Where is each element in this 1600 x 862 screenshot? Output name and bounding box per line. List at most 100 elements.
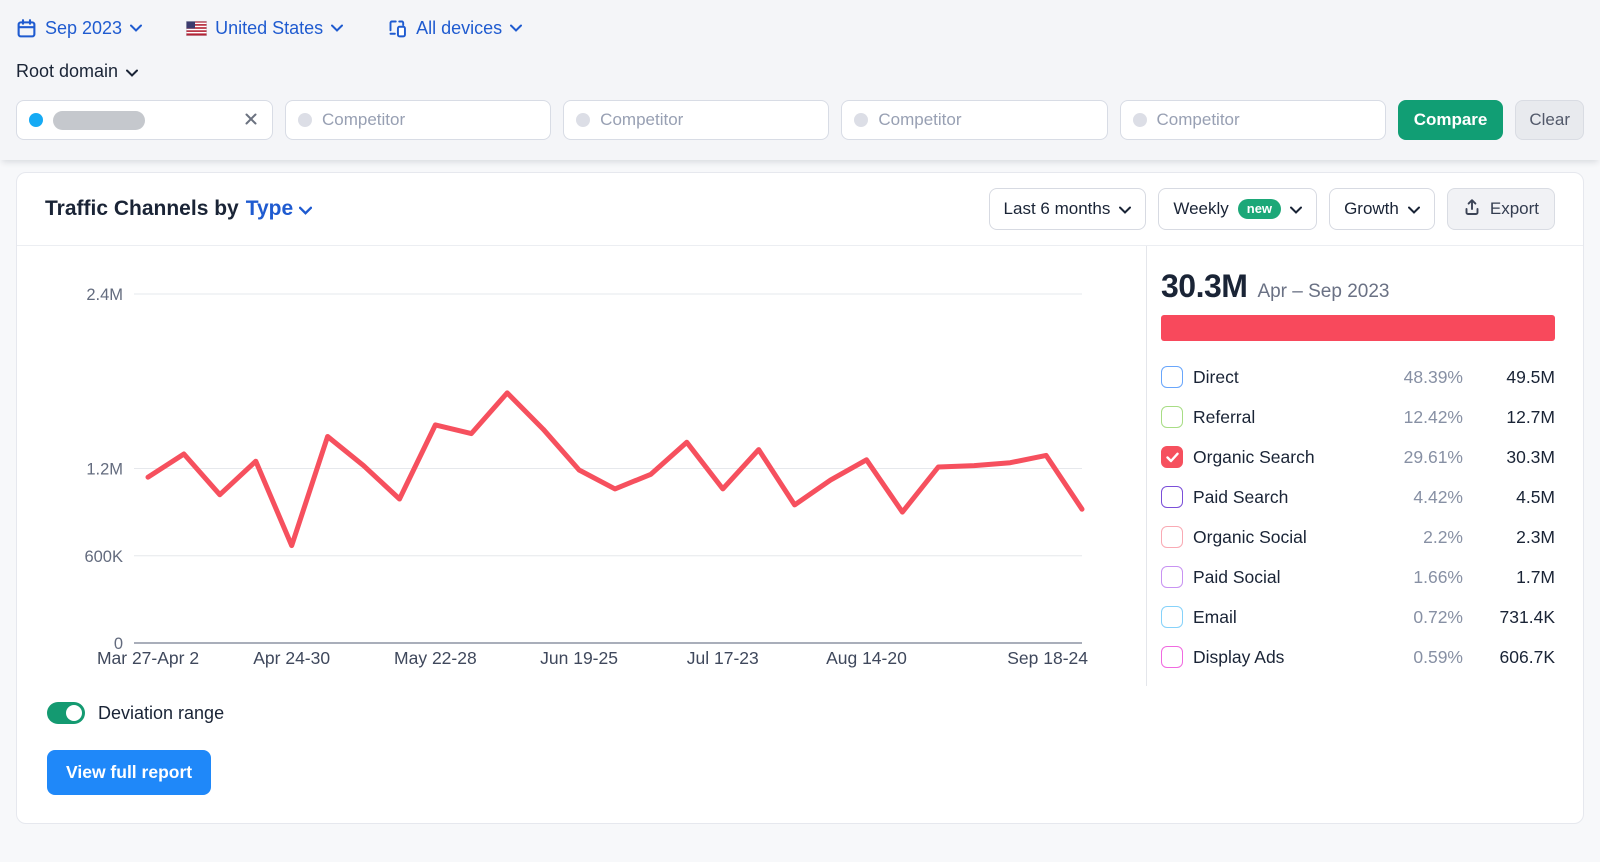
channel-value: 4.5M	[1516, 486, 1555, 507]
channel-percent: 1.66%	[1413, 566, 1463, 587]
legend-row-display-ads[interactable]: Display Ads 0.59% 606.7K	[1161, 637, 1555, 677]
export-label: Export	[1489, 199, 1539, 218]
export-icon	[1463, 198, 1481, 221]
competitor-input-2[interactable]	[600, 110, 817, 130]
y-axis-label: 600K	[84, 548, 123, 566]
channel-checkbox[interactable]	[1161, 366, 1183, 388]
x-axis-label: Aug 14-20	[826, 648, 907, 668]
devices-select[interactable]: All devices	[387, 17, 523, 39]
competitor-color-dot	[854, 113, 869, 127]
legend-row-direct[interactable]: Direct 48.39% 49.5M	[1161, 357, 1555, 397]
main-domain-pill[interactable]	[16, 100, 273, 140]
channel-percent: 48.39%	[1403, 366, 1463, 387]
legend-total-value: 30.3M	[1161, 268, 1248, 304]
devices-label: All devices	[416, 17, 503, 38]
legend-row-paid-social[interactable]: Paid Social 1.66% 1.7M	[1161, 557, 1555, 597]
compare-button[interactable]: Compare	[1397, 100, 1504, 140]
legend-row-referral[interactable]: Referral 12.42% 12.7M	[1161, 397, 1555, 437]
granularity-label: Weekly	[1173, 199, 1229, 218]
remove-domain-button[interactable]	[242, 110, 260, 131]
masked-domain-name	[53, 110, 145, 130]
toggle-knob	[66, 705, 82, 721]
channel-value: 1.7M	[1516, 566, 1555, 587]
channel-percent: 0.72%	[1413, 606, 1463, 627]
y-axis-label: 1.2M	[86, 461, 123, 479]
clear-button[interactable]: Clear	[1515, 100, 1584, 140]
scope-select[interactable]: Root domain	[16, 61, 139, 82]
chevron-down-icon	[1290, 199, 1303, 219]
x-axis-label: Jun 19-25	[540, 648, 618, 668]
competitor-pill-2	[563, 100, 830, 140]
legend-total-bar	[1161, 315, 1555, 341]
channel-list: Direct 48.39% 49.5M Referral 12.42% 12.7…	[1161, 357, 1555, 677]
metric-select[interactable]: Growth	[1329, 188, 1435, 230]
channel-checkbox[interactable]	[1161, 526, 1183, 548]
channel-checkbox[interactable]	[1161, 406, 1183, 428]
traffic-channels-card: Traffic Channels by Type Last 6 months W…	[16, 172, 1584, 824]
channel-label: Organic Search	[1193, 446, 1315, 467]
chevron-down-icon	[1407, 199, 1420, 219]
legend-row-organic-search[interactable]: Organic Search 29.61% 30.3M	[1161, 437, 1555, 477]
channel-checkbox[interactable]	[1161, 446, 1183, 468]
channel-checkbox[interactable]	[1161, 566, 1183, 588]
channel-label: Display Ads	[1193, 646, 1285, 667]
y-axis-label: 2.4M	[86, 286, 123, 304]
channel-percent: 0.59%	[1413, 646, 1463, 667]
deviation-range-toggle[interactable]	[47, 702, 85, 724]
organic-search-line	[145, 390, 1085, 549]
channel-checkbox[interactable]	[1161, 646, 1183, 668]
channel-value: 606.7K	[1499, 646, 1555, 667]
us-flag-icon	[186, 20, 208, 36]
chevron-down-icon	[510, 24, 523, 32]
calendar-icon	[16, 18, 37, 39]
channel-percent: 2.2%	[1423, 526, 1463, 547]
devices-icon	[387, 18, 408, 39]
legend-row-email[interactable]: Email 0.72% 731.4K	[1161, 597, 1555, 637]
competitor-pill-1	[285, 100, 552, 140]
chevron-down-icon	[299, 197, 313, 221]
channel-checkbox[interactable]	[1161, 606, 1183, 628]
competitor-pill-3	[841, 100, 1108, 140]
date-range-select[interactable]: Sep 2023	[16, 17, 143, 39]
channel-percent: 4.42%	[1413, 486, 1463, 507]
channel-percent: 12.42%	[1403, 406, 1463, 427]
competitor-input-4[interactable]	[1156, 110, 1373, 130]
card-title-prefix: Traffic Channels by	[45, 197, 239, 220]
channel-label: Email	[1193, 606, 1237, 627]
card-title: Traffic Channels by Type	[45, 197, 313, 221]
competitor-color-dot	[1132, 113, 1147, 127]
channel-value: 30.3M	[1506, 446, 1555, 467]
title-type-dropdown[interactable]: Type	[245, 197, 313, 221]
channel-percent: 29.61%	[1403, 446, 1463, 467]
competitor-input-3[interactable]	[878, 110, 1095, 130]
view-full-report-button[interactable]: View full report	[47, 750, 212, 795]
channel-value: 49.5M	[1506, 366, 1555, 387]
legend-row-paid-search[interactable]: Paid Search 4.42% 4.5M	[1161, 477, 1555, 517]
chart-legend: 30.3M Apr – Sep 2023 Direct 48.39% 49.5M…	[1146, 246, 1583, 686]
export-button[interactable]: Export	[1446, 188, 1555, 230]
close-icon	[244, 112, 258, 129]
x-axis-label: Jul 17-23	[687, 648, 759, 668]
competitor-color-dot	[298, 113, 312, 127]
period-select[interactable]: Last 6 months	[988, 188, 1147, 230]
deviation-range-label: Deviation range	[98, 702, 225, 723]
channel-label: Paid Social	[1193, 566, 1281, 587]
domain-color-dot	[29, 113, 43, 127]
title-type-label: Type	[245, 197, 294, 220]
chevron-down-icon	[1119, 199, 1132, 219]
channel-checkbox[interactable]	[1161, 486, 1183, 508]
chevron-down-icon	[130, 24, 143, 32]
period-label: Last 6 months	[1003, 199, 1111, 218]
channel-label: Direct	[1193, 366, 1239, 387]
granularity-select[interactable]: Weekly new	[1158, 188, 1318, 230]
legend-row-organic-social[interactable]: Organic Social 2.2% 2.3M	[1161, 517, 1555, 557]
date-range-label: Sep 2023	[45, 17, 123, 38]
legend-period: Apr – Sep 2023	[1257, 281, 1390, 302]
competitor-color-dot	[576, 113, 591, 127]
channel-label: Referral	[1193, 406, 1256, 427]
channel-label: Paid Search	[1193, 486, 1289, 507]
y-axis-label: 0	[114, 635, 123, 653]
country-select[interactable]: United States	[186, 18, 344, 39]
competitor-input-1[interactable]	[322, 110, 539, 130]
